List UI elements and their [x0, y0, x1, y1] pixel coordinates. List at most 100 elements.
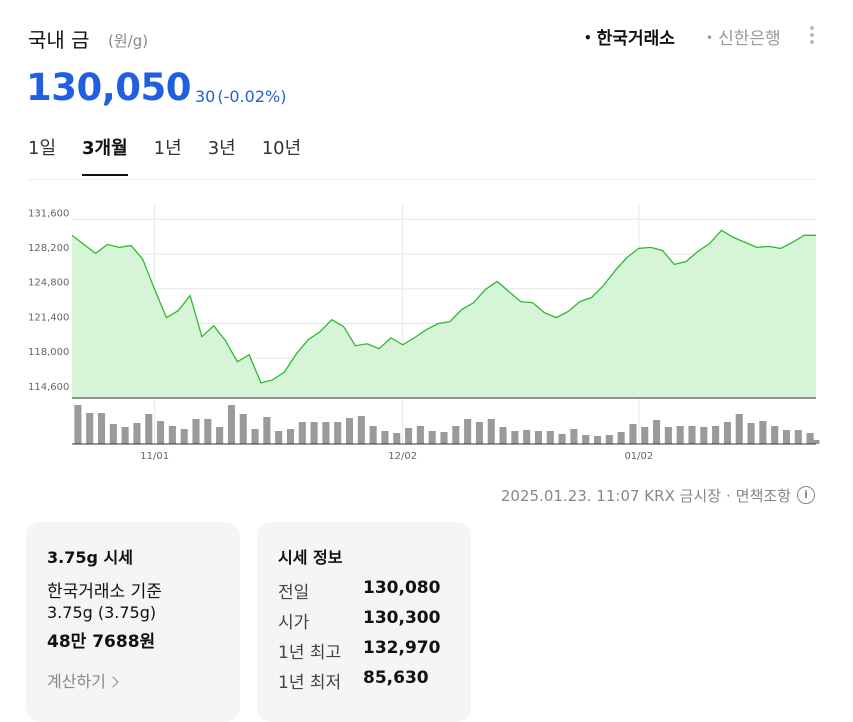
x-tick-label: 01/02	[624, 451, 653, 462]
volume-bar	[97, 413, 106, 444]
info-value: 130,080	[363, 578, 441, 598]
info-icon[interactable]: i	[797, 486, 815, 504]
period-tab[interactable]: 3년	[207, 138, 236, 159]
volume-bar	[534, 431, 543, 444]
volume-bar	[475, 422, 483, 444]
calc-link[interactable]: 계산하기	[47, 668, 117, 692]
disclaimer[interactable]: 면책조항	[735, 487, 791, 505]
volume-bar	[605, 435, 613, 444]
source-tab[interactable]: 신한은행	[706, 24, 781, 49]
volume-bar	[204, 419, 212, 444]
volume-bar	[747, 423, 755, 444]
period-tab[interactable]: 10년	[261, 138, 302, 159]
card-title: 시세 정보	[278, 548, 343, 567]
volume-bar	[298, 422, 306, 444]
volume-bar	[487, 419, 495, 444]
volume-bar	[511, 431, 519, 444]
volume-bar	[405, 428, 413, 444]
volume-bar	[735, 414, 743, 444]
y-tick-label: 124,800	[28, 278, 69, 289]
volume-bar	[227, 405, 235, 444]
volume-bar	[428, 431, 436, 444]
unit: (원/g)	[108, 32, 149, 50]
info-card: 시세 정보 전일 130,080 시가 130,300 1년 최고 132,970 1년 최…	[257, 522, 471, 722]
timestamp-text: 2025.01.23. 11:07 KRX 금시장	[500, 487, 722, 505]
info-value: 132,970	[363, 638, 441, 658]
volume-bar	[712, 426, 720, 444]
volume-bar	[570, 429, 578, 444]
volume-bar	[546, 431, 554, 444]
volume-bar	[239, 414, 247, 444]
volume-bar	[168, 426, 176, 444]
y-tick-label: 121,400	[28, 312, 69, 323]
card-weight: 3.75g (3.75g)	[47, 603, 157, 622]
volume-bar	[641, 427, 649, 444]
volume-bar	[812, 440, 820, 444]
area	[72, 230, 816, 398]
info-label: 시가	[278, 613, 310, 633]
volume-bar	[676, 426, 684, 444]
info-label: 1년 최저	[278, 673, 342, 693]
change-value: 30	[195, 87, 216, 106]
volume-bar	[464, 419, 472, 444]
volume-bar	[782, 430, 791, 444]
info-value: 130,300	[363, 608, 441, 628]
volume-bar	[393, 433, 401, 444]
volume-bar	[251, 429, 259, 444]
volume-bar	[688, 426, 696, 444]
volume-bar	[759, 421, 767, 444]
y-tick-label: 131,600	[28, 208, 69, 219]
volume-bar	[381, 431, 389, 444]
volume-bar	[74, 405, 82, 444]
volume-bar	[369, 426, 377, 444]
volume-bar	[593, 436, 602, 444]
volume-bar	[109, 424, 117, 444]
x-tick-label: 11/01	[140, 451, 169, 462]
y-tick-label: 128,200	[28, 243, 69, 254]
change-pct: (-0.02%)	[217, 87, 287, 106]
source-tab[interactable]: 한국거래소	[584, 24, 675, 49]
volume-bar	[357, 416, 365, 444]
menu-button[interactable]	[810, 26, 814, 47]
info-label: 전일	[278, 583, 310, 603]
timestamp: 2025.01.23. 11:07 KRX 금시장 · 면책조항	[500, 487, 791, 505]
volume-bar	[192, 419, 200, 444]
volume-bar	[806, 433, 814, 444]
volume-bar	[452, 426, 460, 444]
price: 130,050	[26, 66, 192, 109]
volume-bar	[664, 427, 672, 444]
volume-bar	[286, 429, 295, 444]
card-title: 3.75g 시세	[47, 548, 133, 567]
y-tick-label: 118,000	[28, 347, 69, 358]
volume-bar	[145, 414, 153, 444]
volume-bar	[629, 424, 637, 444]
volume-bar	[558, 434, 566, 444]
volume-bar	[582, 435, 590, 444]
volume-bar	[794, 430, 802, 444]
card-basis: 한국거래소 기준	[47, 582, 162, 602]
volume-bar	[523, 430, 531, 444]
info-label: 1년 최고	[278, 643, 342, 663]
period-tab[interactable]: 3개월	[82, 134, 128, 176]
volume-bar	[416, 426, 424, 444]
volume-bar	[345, 418, 354, 444]
volume-bar	[86, 413, 94, 444]
volume-bar	[723, 422, 731, 444]
divider	[28, 179, 816, 180]
volume-bar	[700, 427, 708, 444]
card-price: 48만 7688원	[47, 632, 156, 652]
period-tab[interactable]: 1일	[28, 138, 57, 159]
title: 국내 금	[28, 28, 90, 52]
volume-bar	[440, 432, 448, 444]
change: 30 (-0.02%)	[195, 87, 286, 106]
line	[71, 229, 816, 384]
volume-bar	[263, 417, 271, 444]
info-value: 85,630	[363, 668, 429, 688]
period-tabs: 1일 3개월 1년 3년 10년	[28, 134, 327, 176]
period-tab[interactable]: 1년	[153, 138, 182, 159]
volume-bar	[322, 422, 330, 444]
volume-bar	[216, 427, 224, 444]
volume-bar	[180, 429, 188, 444]
page: 국내 금 (원/g) 한국거래소 신한은행 130,050 30(-0.02%)…	[0, 0, 853, 701]
volume-bar	[653, 420, 661, 444]
